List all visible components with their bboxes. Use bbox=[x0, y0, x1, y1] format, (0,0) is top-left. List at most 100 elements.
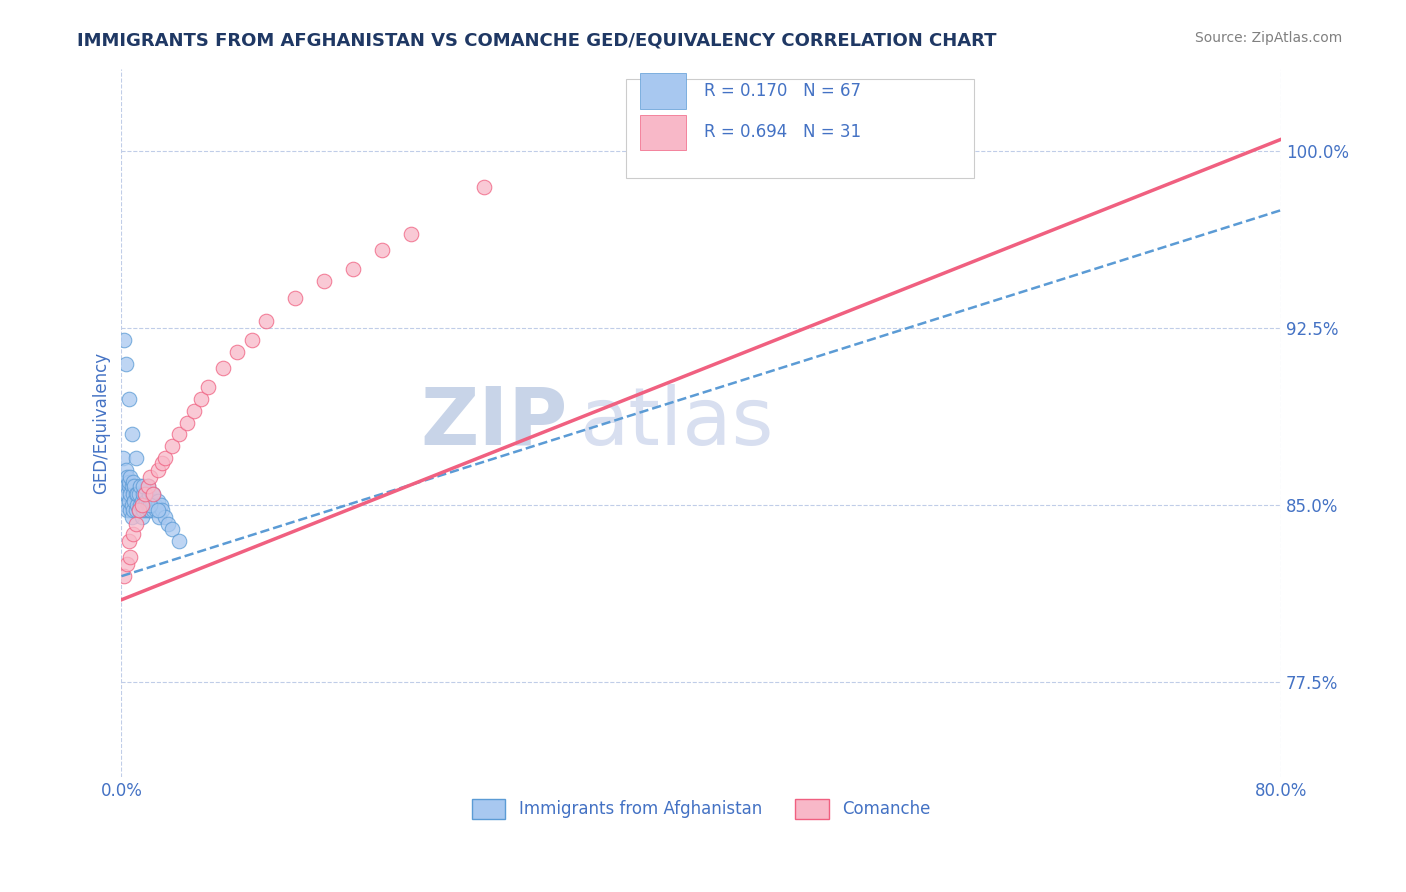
Point bbox=[121, 510, 143, 524]
Point bbox=[176, 416, 198, 430]
Point bbox=[401, 227, 423, 241]
FancyBboxPatch shape bbox=[640, 73, 686, 109]
Point bbox=[112, 569, 135, 583]
Point bbox=[112, 486, 135, 500]
Point bbox=[125, 503, 148, 517]
Point bbox=[121, 427, 143, 442]
Point bbox=[156, 517, 179, 532]
Point bbox=[141, 486, 163, 500]
Point bbox=[118, 493, 141, 508]
Point bbox=[136, 479, 159, 493]
Point bbox=[226, 344, 249, 359]
Point bbox=[124, 479, 146, 493]
Point bbox=[134, 486, 156, 500]
Point bbox=[150, 456, 173, 470]
Point bbox=[115, 470, 138, 484]
Point bbox=[122, 475, 145, 489]
Text: ZIP: ZIP bbox=[420, 384, 568, 462]
Point bbox=[139, 470, 162, 484]
Point bbox=[135, 493, 157, 508]
Point bbox=[118, 475, 141, 489]
FancyBboxPatch shape bbox=[640, 114, 686, 150]
Point bbox=[138, 503, 160, 517]
Point bbox=[129, 479, 152, 493]
Point bbox=[150, 503, 173, 517]
Point bbox=[122, 503, 145, 517]
Point bbox=[120, 503, 142, 517]
Y-axis label: GED/Equivalency: GED/Equivalency bbox=[93, 351, 110, 494]
Point bbox=[135, 503, 157, 517]
Point bbox=[115, 558, 138, 572]
Point bbox=[136, 479, 159, 493]
Point bbox=[139, 499, 162, 513]
Point bbox=[148, 510, 170, 524]
Point bbox=[160, 522, 183, 536]
Point bbox=[120, 550, 142, 565]
Point bbox=[254, 314, 277, 328]
Point bbox=[197, 380, 219, 394]
Point bbox=[132, 486, 155, 500]
Point bbox=[153, 451, 176, 466]
Point bbox=[120, 486, 142, 500]
Point bbox=[128, 503, 150, 517]
Point bbox=[112, 333, 135, 347]
Point bbox=[114, 357, 136, 371]
Point bbox=[125, 517, 148, 532]
Point bbox=[131, 510, 153, 524]
Point bbox=[160, 439, 183, 453]
Point bbox=[342, 262, 364, 277]
Point bbox=[136, 499, 159, 513]
Point bbox=[121, 479, 143, 493]
Point bbox=[134, 486, 156, 500]
Point bbox=[142, 486, 165, 500]
Point bbox=[139, 503, 162, 517]
Point bbox=[115, 503, 138, 517]
Text: R = 0.694   N = 31: R = 0.694 N = 31 bbox=[703, 123, 860, 141]
Point bbox=[146, 503, 169, 517]
Point bbox=[139, 499, 162, 513]
Point bbox=[127, 499, 149, 513]
Point bbox=[190, 392, 212, 406]
Text: R = 0.170   N = 67: R = 0.170 N = 67 bbox=[703, 82, 860, 100]
Point bbox=[169, 533, 191, 548]
Point bbox=[472, 179, 495, 194]
Point bbox=[371, 244, 394, 258]
Point bbox=[127, 486, 149, 500]
Text: Source: ZipAtlas.com: Source: ZipAtlas.com bbox=[1195, 31, 1343, 45]
Point bbox=[314, 274, 336, 288]
Point bbox=[112, 475, 135, 489]
Point bbox=[143, 499, 166, 513]
Point bbox=[114, 463, 136, 477]
Point bbox=[115, 486, 138, 500]
Point bbox=[149, 499, 172, 513]
Point bbox=[128, 486, 150, 500]
Point bbox=[122, 486, 145, 500]
Point bbox=[132, 479, 155, 493]
Point bbox=[125, 486, 148, 500]
Point bbox=[118, 392, 141, 406]
Point bbox=[141, 493, 163, 508]
FancyBboxPatch shape bbox=[626, 79, 974, 178]
Point bbox=[118, 533, 141, 548]
Point bbox=[131, 493, 153, 508]
Point bbox=[138, 486, 160, 500]
Point bbox=[169, 427, 191, 442]
Legend: Immigrants from Afghanistan, Comanche: Immigrants from Afghanistan, Comanche bbox=[465, 793, 936, 825]
Point bbox=[142, 486, 165, 500]
Point bbox=[132, 503, 155, 517]
Point bbox=[114, 479, 136, 493]
Point bbox=[183, 404, 205, 418]
Point bbox=[121, 499, 143, 513]
Point bbox=[118, 479, 141, 493]
Point bbox=[129, 499, 152, 513]
Point bbox=[284, 291, 307, 305]
Text: atlas: atlas bbox=[579, 384, 773, 462]
Point bbox=[111, 451, 134, 466]
Point bbox=[131, 499, 153, 513]
Point bbox=[153, 510, 176, 524]
Text: IMMIGRANTS FROM AFGHANISTAN VS COMANCHE GED/EQUIVALENCY CORRELATION CHART: IMMIGRANTS FROM AFGHANISTAN VS COMANCHE … bbox=[77, 31, 997, 49]
Point bbox=[120, 470, 142, 484]
Point bbox=[142, 503, 165, 517]
Point bbox=[240, 333, 263, 347]
Point bbox=[134, 499, 156, 513]
